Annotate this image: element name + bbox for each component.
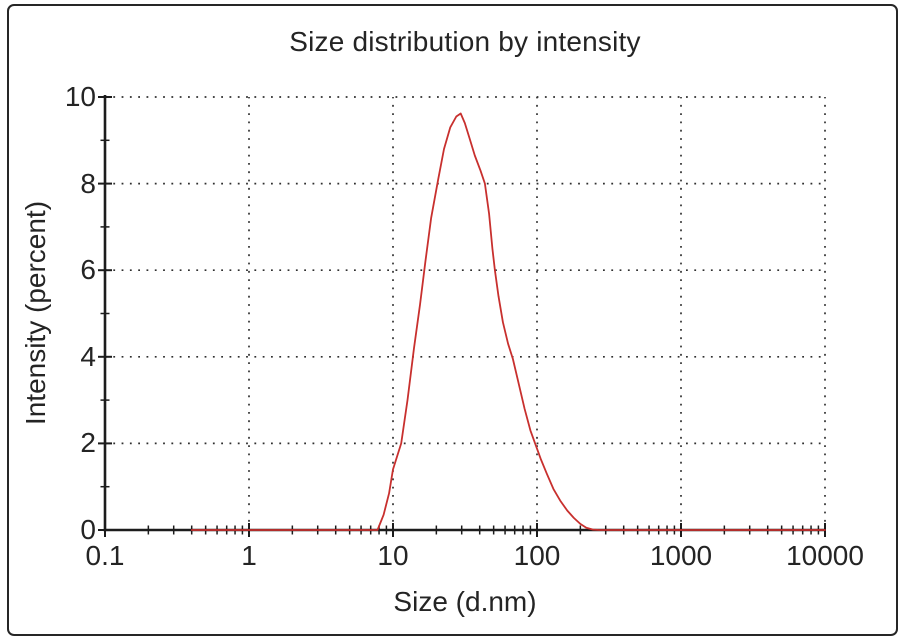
y-tick-label: 4 — [80, 340, 96, 372]
x-axis-title: Size (d.nm) — [393, 586, 537, 617]
y-tick-label: 10 — [64, 81, 96, 112]
y-tick-label: 8 — [80, 167, 96, 199]
x-tick-label: 0.1 — [85, 540, 125, 571]
x-tick-label: 1 — [241, 540, 257, 571]
y-tick-label: 0 — [80, 514, 96, 545]
x-tick-label: 10000 — [786, 540, 864, 571]
series-line-intensity-distribution — [190, 112, 826, 531]
x-tick-label: 1000 — [649, 540, 713, 571]
y-tick-label: 6 — [80, 254, 96, 286]
x-tick-label: 100 — [513, 540, 561, 571]
x-tick-label: 10 — [377, 540, 409, 571]
chart-title: Size distribution by intensity — [289, 26, 641, 57]
y-tick-label: 2 — [80, 427, 96, 459]
y-axis-title: Intensity (percent) — [20, 200, 51, 426]
